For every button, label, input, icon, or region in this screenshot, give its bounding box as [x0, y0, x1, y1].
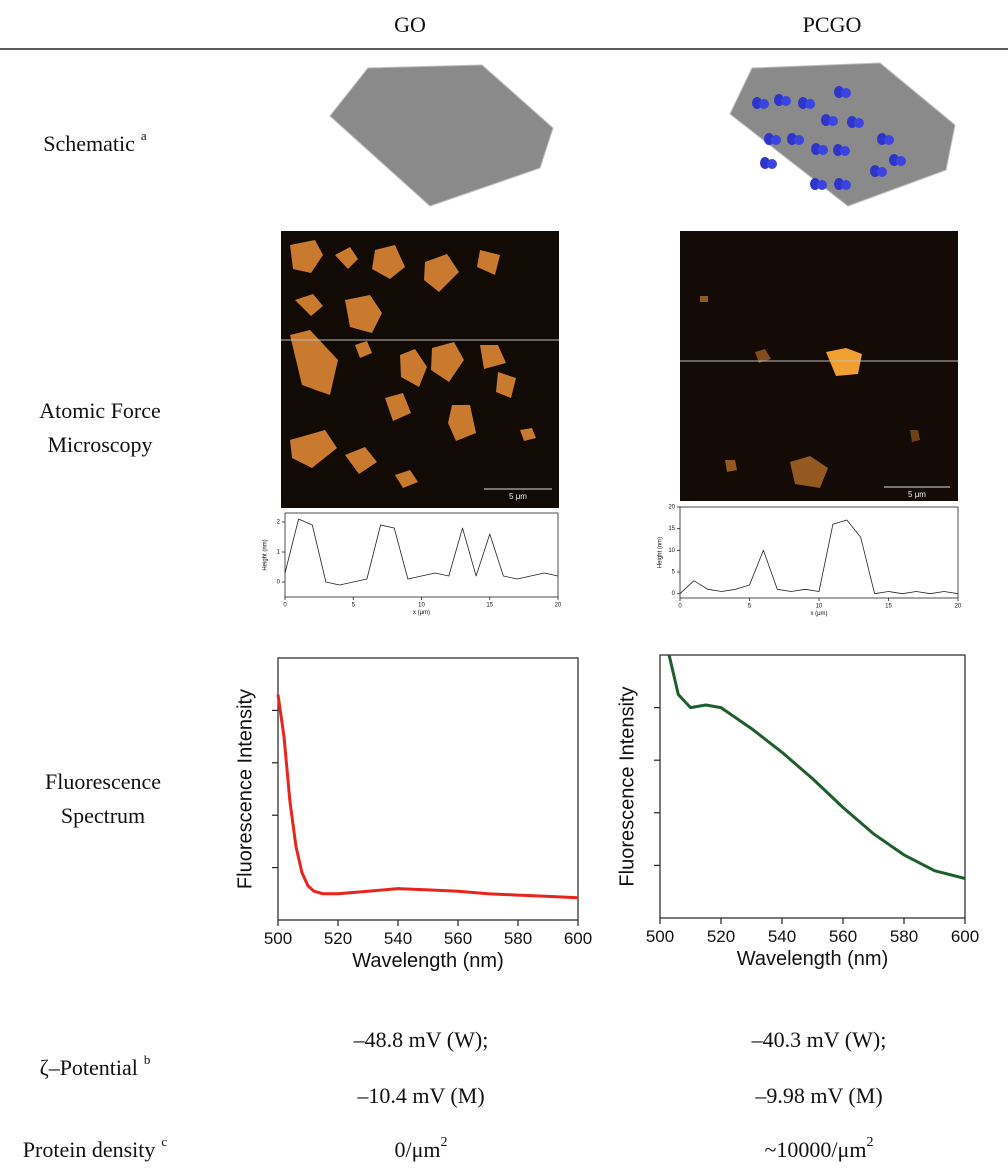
protein	[854, 118, 864, 128]
x-tick-label: 10	[418, 602, 425, 608]
x-tick-label: 500	[646, 927, 674, 946]
protein	[767, 159, 777, 169]
y-tick-label: 15	[668, 526, 675, 532]
y-axis-label: Fluorescence Intensity	[234, 689, 256, 889]
x-tick-label: 520	[707, 927, 735, 946]
scale-bar-label: 5 μm	[908, 490, 926, 499]
protein	[841, 180, 851, 190]
x-tick-label: 5	[748, 603, 752, 609]
protein	[781, 96, 791, 106]
protein	[817, 180, 827, 190]
x-tick-label: 520	[324, 929, 352, 948]
x-axis-label: x (μm)	[810, 611, 827, 617]
y-tick-label: 1	[277, 550, 281, 556]
x-tick-label: 15	[486, 602, 493, 608]
zeta-value: –9.98 mV (M)	[754, 1083, 882, 1108]
y-tick-label: 10	[668, 548, 675, 554]
x-tick-label: 560	[829, 927, 857, 946]
x-tick-label: 20	[555, 602, 562, 608]
protein	[840, 146, 850, 156]
y-tick-label: 5	[672, 570, 676, 576]
afm-image: 5 μm	[680, 231, 958, 501]
data-line	[278, 695, 578, 898]
x-tick-label: 500	[264, 929, 292, 948]
go-sheet	[330, 65, 553, 206]
row-label: Spectrum	[61, 803, 145, 828]
x-axis-label: x (μm)	[413, 610, 430, 616]
column-header: GO	[394, 12, 426, 37]
x-tick-label: 10	[816, 603, 823, 609]
y-tick-label: 20	[668, 505, 675, 511]
protein	[841, 88, 851, 98]
row-label: Fluorescence	[45, 769, 161, 794]
protein	[771, 135, 781, 145]
x-tick-label: 560	[444, 929, 472, 948]
plot-frame	[660, 655, 965, 918]
protein	[896, 156, 906, 166]
data-line	[680, 520, 958, 594]
afm-image: 5 μm	[281, 231, 559, 508]
x-tick-label: 20	[955, 603, 962, 609]
data-line	[669, 655, 965, 879]
y-tick-label: 0	[277, 580, 281, 586]
protein	[877, 167, 887, 177]
plot-frame	[680, 507, 958, 598]
density-value: 0/μm2	[394, 1135, 447, 1162]
row-label: Atomic Force	[39, 398, 161, 423]
y-tick-label: 0	[672, 591, 676, 597]
zeta-value: –40.3 mV (W);	[751, 1027, 887, 1052]
protein	[805, 99, 815, 109]
zeta-value: –10.4 mV (M)	[356, 1083, 484, 1108]
x-tick-label: 540	[768, 927, 796, 946]
y-axis-label: Height (nm)	[658, 537, 664, 568]
x-tick-label: 600	[951, 927, 979, 946]
y-axis-label: Fluorescence Intensity	[616, 686, 638, 886]
y-axis-label: Height (nm)	[263, 539, 269, 570]
x-tick-label: 0	[678, 603, 682, 609]
protein	[759, 99, 769, 109]
table-figure: GO PCGO Schematica Atomic Force Microsco…	[0, 0, 1008, 1170]
x-tick-label: 600	[564, 929, 592, 948]
x-tick-label: 0	[283, 602, 287, 608]
y-tick-label: 2	[277, 520, 281, 526]
x-tick-label: 15	[885, 603, 892, 609]
data-line	[285, 519, 558, 585]
column-header: PCGO	[803, 12, 862, 37]
x-axis-label: Wavelength (nm)	[737, 948, 889, 970]
row-label: Microscopy	[47, 432, 152, 457]
zeta-value: –48.8 mV (W);	[353, 1027, 489, 1052]
plot-frame	[285, 513, 558, 597]
plot-frame	[278, 658, 578, 920]
protein	[884, 135, 894, 145]
x-tick-label: 5	[352, 602, 356, 608]
protein	[794, 135, 804, 145]
x-tick-label: 580	[504, 929, 532, 948]
protein	[828, 116, 838, 126]
density-value: ~10000/μm2	[765, 1135, 874, 1162]
x-axis-label: Wavelength (nm)	[352, 950, 504, 972]
scale-bar-label: 5 μm	[509, 492, 527, 501]
protein	[818, 145, 828, 155]
x-tick-label: 540	[384, 929, 412, 948]
x-tick-label: 580	[890, 927, 918, 946]
